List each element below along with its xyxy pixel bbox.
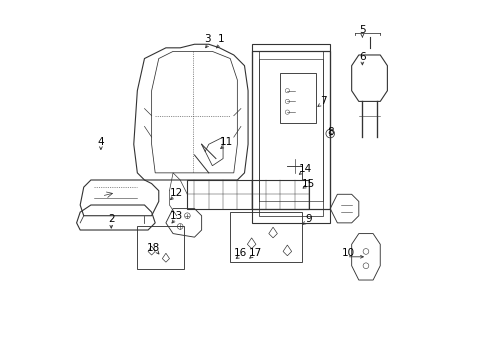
Text: 4: 4 (98, 138, 104, 148)
Text: 1: 1 (218, 34, 224, 44)
Bar (137, 226, 183, 269)
Text: 13: 13 (170, 211, 183, 221)
Text: 11: 11 (220, 138, 233, 148)
Text: 5: 5 (358, 25, 365, 35)
Text: 15: 15 (302, 179, 315, 189)
Bar (280, 73, 315, 123)
Text: 7: 7 (319, 96, 325, 107)
Text: 14: 14 (298, 164, 311, 174)
Text: 12: 12 (170, 188, 183, 198)
Text: 10: 10 (341, 248, 354, 258)
Text: 3: 3 (203, 34, 210, 44)
Text: 9: 9 (305, 214, 311, 224)
Text: 2: 2 (108, 214, 115, 224)
Text: 17: 17 (248, 248, 261, 258)
Text: 18: 18 (146, 243, 160, 253)
Bar (230, 212, 301, 262)
Text: 6: 6 (358, 52, 365, 62)
Text: 8: 8 (326, 127, 333, 137)
Text: 16: 16 (234, 248, 247, 258)
